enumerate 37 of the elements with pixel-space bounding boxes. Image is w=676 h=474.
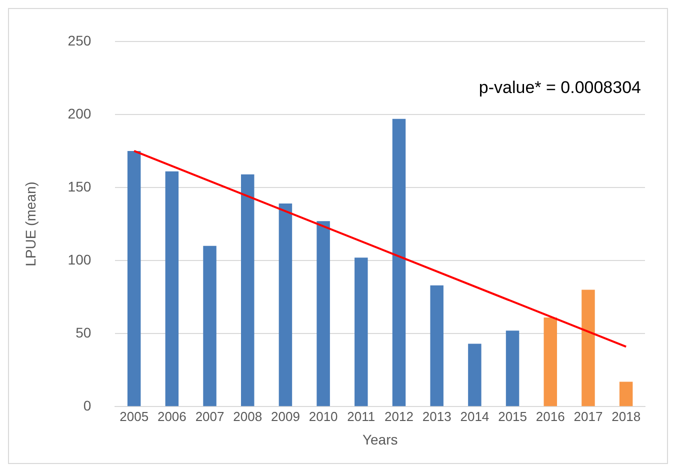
- bar: [165, 171, 179, 406]
- x-tick-label: 2014: [460, 408, 490, 424]
- bar: [582, 290, 595, 406]
- bar: [619, 382, 633, 406]
- x-tick-label: 2008: [233, 408, 262, 424]
- x-tick-label: 2013: [422, 408, 452, 424]
- x-tick-label: 2018: [612, 408, 641, 424]
- x-tick-label: 2016: [536, 408, 565, 424]
- x-tick-label: 2005: [120, 408, 149, 424]
- y-tick-label: 250: [68, 32, 92, 48]
- bar: [544, 317, 558, 406]
- bar: [316, 221, 330, 406]
- bar: [430, 285, 444, 406]
- x-tick-label: 2007: [195, 408, 224, 424]
- bar: [278, 204, 292, 406]
- bar: [468, 344, 482, 406]
- bar: [127, 150, 141, 406]
- y-tick-label: 150: [68, 178, 92, 194]
- y-tick-label: 0: [83, 397, 92, 414]
- y-tick-label: 200: [68, 105, 92, 122]
- bar: [354, 258, 368, 406]
- x-tick-label: 2006: [157, 408, 186, 424]
- x-axis-title: Years: [362, 431, 398, 448]
- y-tick-label: 50: [76, 324, 92, 340]
- x-tick-label: 2009: [271, 408, 300, 424]
- x-tick-label: 2010: [308, 408, 338, 424]
- x-tick-label: 2017: [574, 408, 603, 424]
- y-axis-title: LPUE (mean): [22, 182, 38, 266]
- x-tick-label: 2015: [498, 408, 527, 424]
- annotation: p-value* = 0.0008304: [478, 78, 641, 98]
- x-tick-label: 2012: [384, 408, 414, 424]
- bar: [240, 174, 254, 406]
- bar: [392, 118, 406, 406]
- bar: [203, 246, 216, 406]
- x-tick-label: 2011: [347, 408, 376, 424]
- bar: [506, 330, 520, 406]
- y-tick-label: 100: [68, 251, 92, 268]
